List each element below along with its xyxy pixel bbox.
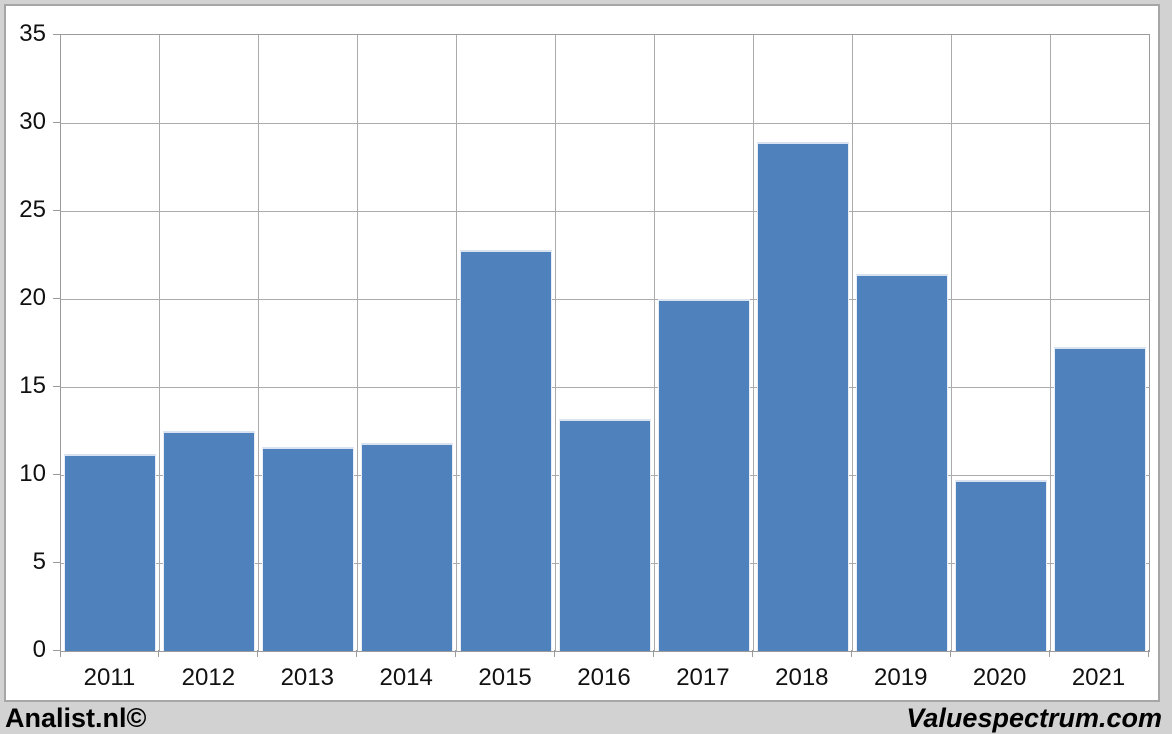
gridline-v-4 xyxy=(456,35,458,651)
y-tick-mark-30 xyxy=(53,121,60,123)
bar-2021 xyxy=(1053,346,1146,651)
gridline-v-6 xyxy=(653,35,655,651)
x-tick-mark-5 xyxy=(554,650,556,657)
bar-2016 xyxy=(559,418,651,651)
gridline-h-20 xyxy=(61,298,1149,300)
y-tick-label-15: 15 xyxy=(19,372,46,399)
x-tick-label-2019: 2019 xyxy=(874,664,928,691)
bar-2011 xyxy=(64,453,157,651)
bar-2013 xyxy=(262,446,355,651)
analist-credit-link[interactable]: Analist.nl© xyxy=(5,703,147,733)
gridline-v-10 xyxy=(1049,35,1051,651)
x-axis: 2011 2012 2013 2014 2015 2016 2017 2018 2019 2020… xyxy=(59,650,1149,698)
bar-2012 xyxy=(163,431,256,651)
x-tick-label-2018: 2018 xyxy=(775,664,829,691)
gridline-v-1 xyxy=(159,35,161,651)
x-tick-mark-6 xyxy=(652,650,654,657)
gridline-h-30 xyxy=(61,122,1149,124)
x-tick-mark-3 xyxy=(356,650,358,657)
bar-2014 xyxy=(361,443,454,651)
x-tick-label-2012: 2012 xyxy=(181,664,236,691)
gridline-v-9 xyxy=(950,35,952,651)
gridline-v-3 xyxy=(357,35,359,651)
y-tick-label-25: 25 xyxy=(19,196,46,223)
gridline-h-15 xyxy=(61,386,1149,388)
bar-2018 xyxy=(756,142,849,651)
bar-2017 xyxy=(657,299,750,651)
gridline-v-7 xyxy=(752,35,754,651)
x-tick-mark-8 xyxy=(850,650,852,657)
x-tick-label-2021: 2021 xyxy=(1071,664,1126,691)
y-tick-mark-10 xyxy=(53,473,60,475)
x-tick-mark-10 xyxy=(1048,650,1050,657)
y-tick-label-0: 0 xyxy=(32,636,46,663)
x-tick-mark-7 xyxy=(751,650,753,657)
bar-2015 xyxy=(460,249,553,651)
y-tick-mark-5 xyxy=(53,561,60,563)
x-tick-mark-11 xyxy=(1147,650,1149,657)
x-tick-mark-9 xyxy=(949,650,951,657)
footer-band: Analist.nl© Valuespectrum.com xyxy=(0,702,1172,734)
x-tick-label-2020: 2020 xyxy=(972,664,1027,691)
y-tick-mark-35 xyxy=(53,33,60,35)
y-tick-label-5: 5 xyxy=(32,548,46,575)
bar-2019 xyxy=(855,274,948,651)
y-tick-label-10: 10 xyxy=(19,460,46,487)
x-tick-label-2016: 2016 xyxy=(577,664,631,691)
x-tick-label-2014: 2014 xyxy=(379,664,433,691)
y-tick-mark-15 xyxy=(53,385,60,387)
x-tick-label-2011: 2011 xyxy=(83,664,136,691)
gridline-v-8 xyxy=(851,35,853,651)
y-tick-label-35: 35 xyxy=(19,20,46,47)
x-tick-label-2015: 2015 xyxy=(478,664,532,691)
x-tick-label-2017: 2017 xyxy=(676,664,730,691)
y-axis: 0 5 10 15 20 25 30 35 xyxy=(6,22,60,662)
x-tick-mark-4 xyxy=(455,650,457,657)
bar-2020 xyxy=(954,480,1047,651)
y-tick-label-30: 30 xyxy=(19,108,46,135)
x-tick-label-2013: 2013 xyxy=(280,664,334,691)
gridline-h-25 xyxy=(61,210,1149,212)
chart-panel: 0 5 10 15 20 25 30 35 2011 2012 2013 2014 2015 2016 2… xyxy=(4,4,1160,702)
plot-area xyxy=(60,34,1150,652)
x-tick-mark-0 xyxy=(59,650,61,657)
x-tick-mark-1 xyxy=(158,650,160,657)
gridline-v-5 xyxy=(555,35,557,651)
x-tick-mark-2 xyxy=(257,650,259,657)
valuespectrum-credit-link[interactable]: Valuespectrum.com xyxy=(906,703,1162,733)
y-tick-mark-20 xyxy=(53,297,60,299)
gridline-v-2 xyxy=(258,35,260,651)
y-tick-label-20: 20 xyxy=(19,284,46,311)
y-tick-mark-0 xyxy=(53,649,60,651)
y-tick-mark-25 xyxy=(53,209,60,211)
